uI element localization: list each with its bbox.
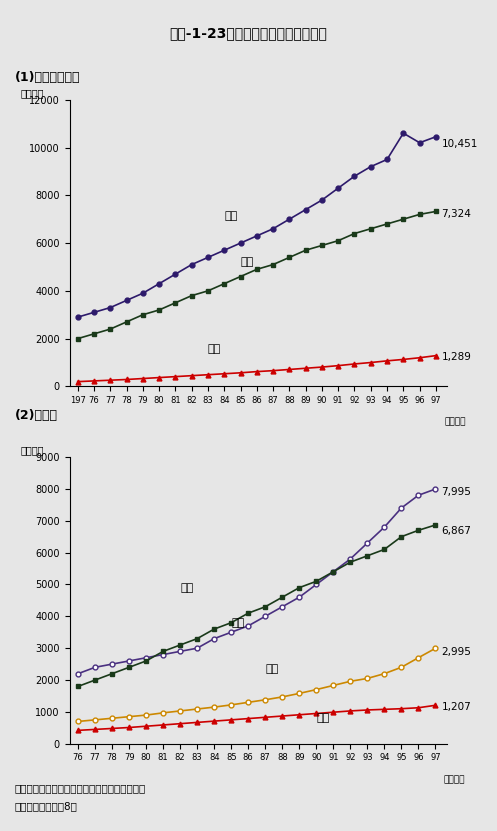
Text: 7,995: 7,995 [441, 487, 471, 497]
Text: （年度）: （年度） [444, 775, 465, 784]
Text: 理学: 理学 [265, 664, 278, 674]
Text: (1)　国公私立別: (1) 国公私立別 [15, 71, 81, 84]
Text: 6,867: 6,867 [441, 526, 471, 536]
Text: 7,324: 7,324 [442, 209, 472, 219]
Text: （億円）: （億円） [20, 88, 44, 98]
Text: 公立: 公立 [208, 344, 221, 354]
Text: 私立: 私立 [241, 257, 254, 267]
Text: 第２-1-23図　大学等の研究費の推移: 第２-1-23図 大学等の研究費の推移 [169, 27, 328, 41]
Text: （参照：付属資料8）: （参照：付属資料8） [15, 801, 78, 811]
Text: 1,289: 1,289 [442, 352, 472, 361]
Text: 工学: 工学 [231, 618, 245, 628]
Text: (2)専門別: (2)専門別 [15, 409, 58, 422]
Text: （年度）: （年度） [444, 418, 466, 426]
Text: 10,451: 10,451 [442, 139, 478, 149]
Text: 資料：総務庁統計局「科学技術研究調査報告」: 資料：総務庁統計局「科学技術研究調査報告」 [15, 784, 146, 794]
Text: 国立: 国立 [224, 211, 238, 221]
Text: 農学: 農学 [316, 714, 330, 724]
Text: 2,995: 2,995 [441, 647, 471, 656]
Text: 保健: 保健 [180, 583, 193, 593]
Text: （億円）: （億円） [20, 445, 44, 455]
Text: 1,207: 1,207 [441, 702, 471, 712]
